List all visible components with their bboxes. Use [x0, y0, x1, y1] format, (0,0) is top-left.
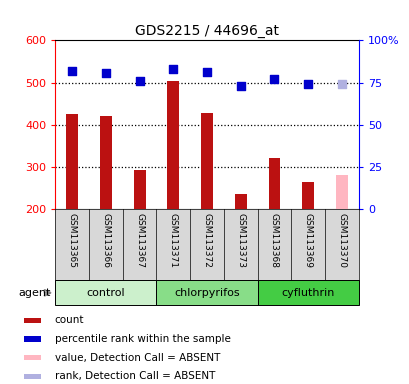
- Bar: [100, 116, 112, 209]
- Point: [237, 83, 243, 89]
- Text: GSM113373: GSM113373: [236, 213, 245, 268]
- Bar: [301, 182, 313, 209]
- Point: [338, 81, 344, 87]
- Text: GSM113368: GSM113368: [269, 213, 278, 268]
- Title: GDS2215 / 44696_at: GDS2215 / 44696_at: [135, 24, 279, 38]
- Bar: [24, 318, 41, 323]
- Text: percentile rank within the sample: percentile rank within the sample: [55, 334, 230, 344]
- Point: [203, 69, 210, 75]
- Bar: [24, 374, 41, 379]
- Point: [102, 70, 109, 76]
- Text: control: control: [86, 288, 125, 298]
- Point: [270, 76, 277, 82]
- Text: GSM113369: GSM113369: [303, 213, 312, 268]
- Text: GSM113372: GSM113372: [202, 213, 211, 268]
- Point: [304, 81, 311, 87]
- Bar: [257, 280, 358, 305]
- Bar: [167, 81, 179, 209]
- Point: [136, 78, 143, 84]
- Bar: [268, 158, 280, 209]
- Text: count: count: [55, 315, 84, 325]
- Bar: [156, 280, 257, 305]
- Text: GSM113371: GSM113371: [169, 213, 178, 268]
- Text: cyfluthrin: cyfluthrin: [281, 288, 334, 298]
- Text: chlorpyrifos: chlorpyrifos: [174, 288, 239, 298]
- Point: [69, 68, 75, 74]
- Bar: [234, 195, 246, 209]
- Bar: [201, 113, 212, 209]
- Text: GSM113366: GSM113366: [101, 213, 110, 268]
- Bar: [66, 114, 78, 209]
- Bar: [335, 175, 347, 209]
- Text: GSM113365: GSM113365: [67, 213, 76, 268]
- Text: agent: agent: [19, 288, 51, 298]
- Text: rank, Detection Call = ABSENT: rank, Detection Call = ABSENT: [55, 371, 215, 381]
- Text: GSM113370: GSM113370: [337, 213, 346, 268]
- Point: [170, 66, 176, 72]
- Bar: [133, 170, 145, 209]
- Bar: [55, 280, 156, 305]
- Text: value, Detection Call = ABSENT: value, Detection Call = ABSENT: [55, 353, 220, 363]
- Bar: [24, 355, 41, 361]
- Bar: [24, 336, 41, 342]
- Text: GSM113367: GSM113367: [135, 213, 144, 268]
